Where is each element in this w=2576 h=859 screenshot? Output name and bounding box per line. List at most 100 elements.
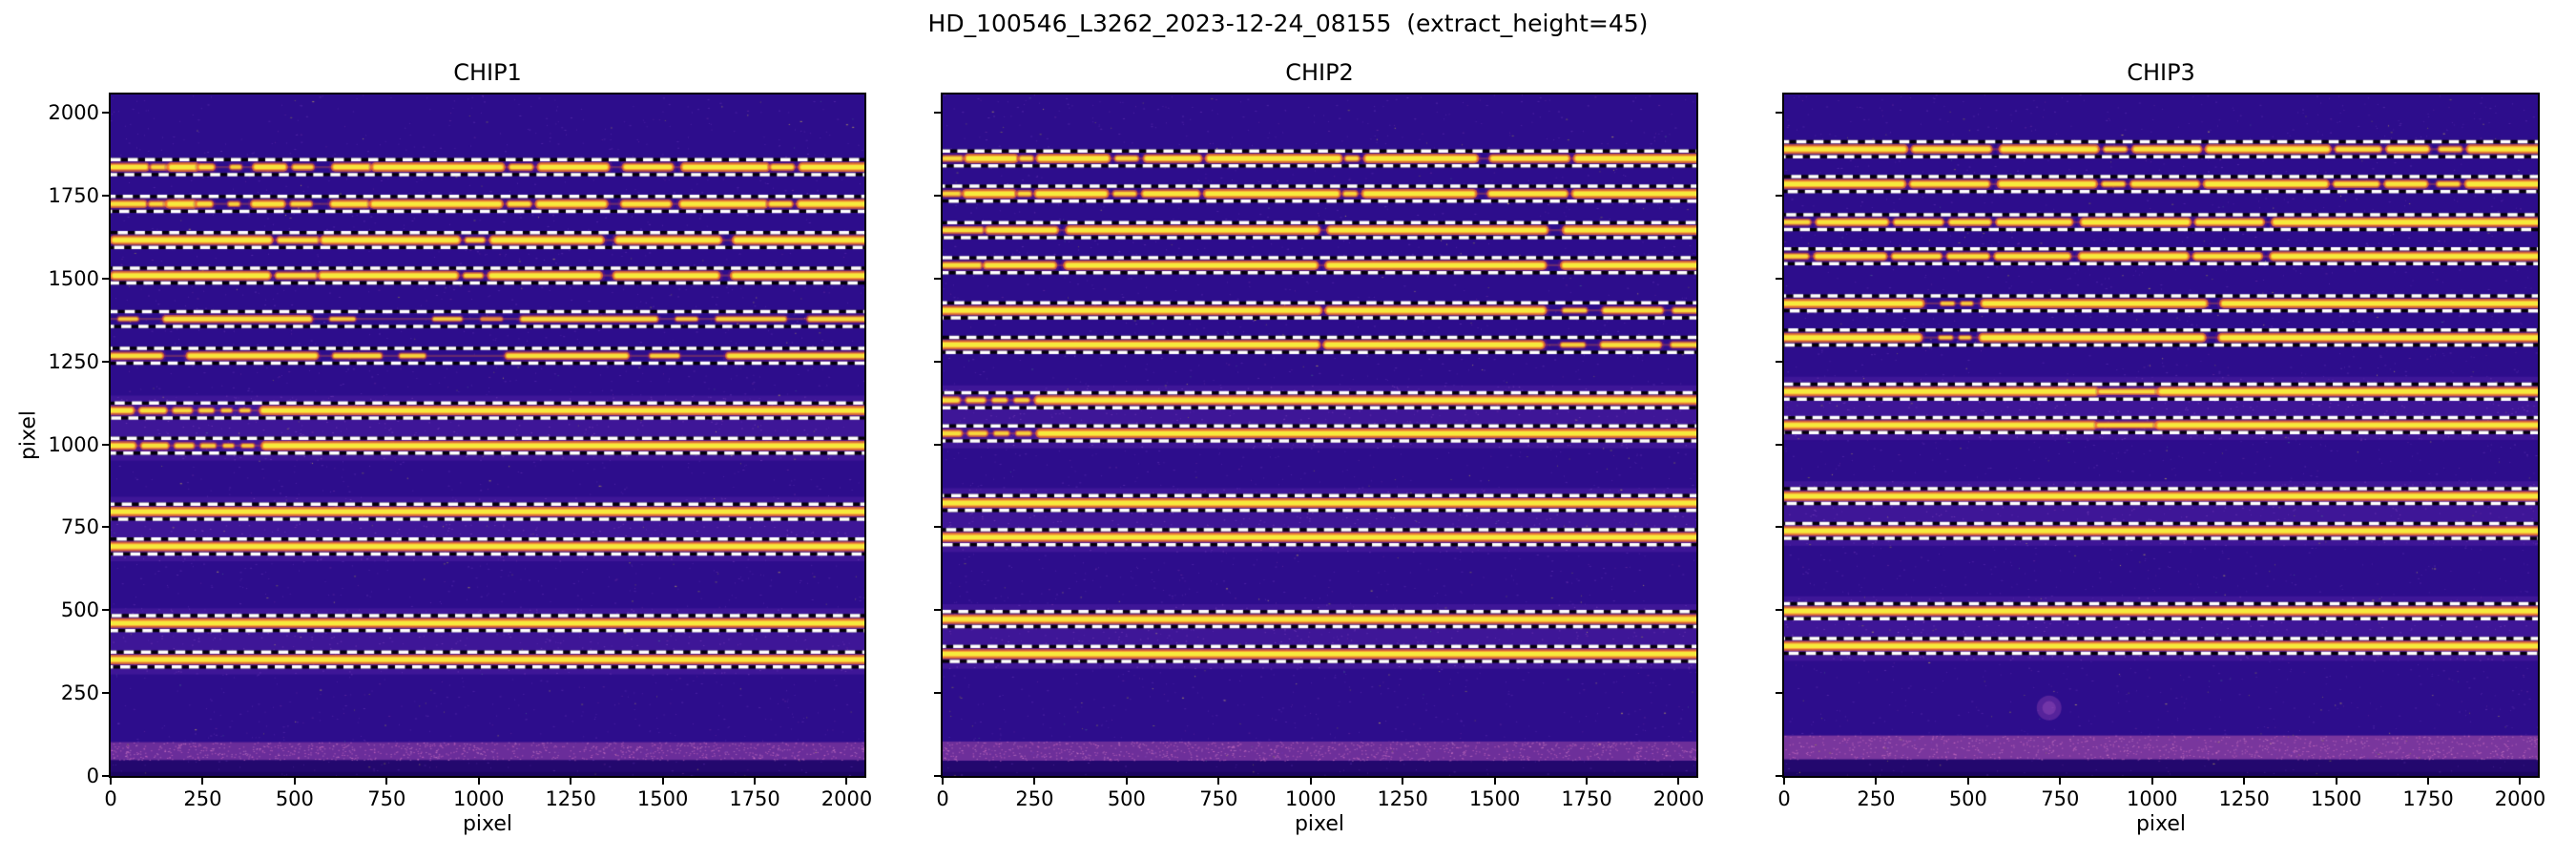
y-axis-tick-label: 2000 [48,101,99,125]
x-axis-tick [2519,776,2522,785]
y-axis-tick [102,609,111,612]
x-axis-tick [1402,776,1404,785]
chip1-axes: pixel 0 250 500 750 1000 1250 1500 1750 2000 0 250… [49,93,872,836]
y-axis-tick [1776,609,1784,612]
y-axis-tick [1776,526,1784,529]
x-axis-tick [477,776,480,785]
y-axis-tick [934,692,943,695]
chip1-title: CHIP1 [453,59,522,86]
x-axis-tick-label: 250 [1015,787,1054,810]
x-axis-tick-label: 500 [1948,787,1987,810]
chip3-x-axis-label: pixel [2135,812,2187,836]
y-axis-tick [1776,360,1784,363]
x-axis-tick [2335,776,2337,785]
x-axis-tick-label: 1250 [1377,787,1428,810]
y-axis-tick [934,526,943,529]
y-axis-tick [934,194,943,197]
x-axis-tick [293,776,296,785]
y-axis-tick [1776,692,1784,695]
x-axis-tick-label: 1500 [1468,787,1521,810]
x-axis-tick-label: 1500 [636,787,689,810]
x-axis-tick-label: 750 [1199,787,1238,810]
chip3-image [1784,94,2538,776]
y-axis-tick [1776,775,1784,777]
y-axis-tick [102,194,111,197]
x-axis-tick-label: 0 [936,787,949,810]
y-axis-tick [934,112,943,115]
x-axis-tick [2150,776,2153,785]
x-axis-tick [1875,776,1878,785]
x-axis-tick [2059,776,2062,785]
x-axis-tick-label: 1250 [545,787,596,810]
y-axis-tick [102,692,111,695]
x-axis-tick [1783,776,1785,785]
y-axis-tick [934,609,943,612]
chip1-x-axis-label: pixel [462,812,513,836]
chip3-axes: pixel 0 250 500 750 1000 1250 1500 1750 2000 [1776,93,2545,836]
x-axis-tick-label: 1500 [2310,787,2362,810]
x-axis-tick [1125,776,1128,785]
y-axis-tick-label: 1500 [48,266,99,290]
x-axis-tick [110,776,112,785]
x-axis-tick-label: 1750 [2402,787,2454,810]
x-axis-tick [1586,776,1589,785]
y-axis-tick-label: 750 [60,515,99,539]
y-axis-tick-label: 1750 [48,183,99,207]
chip3-title: CHIP3 [2127,59,2195,86]
y-axis-tick [1776,112,1784,115]
x-axis-tick [1966,776,1969,785]
chip2-x-axis-label: pixel [1294,812,1345,836]
y-axis-tick [102,277,111,280]
x-axis-tick [2427,776,2430,785]
y-axis-tick [102,526,111,529]
chip2-axes: pixel 0 250 500 750 1000 1250 1500 1750 2000 [934,93,1704,836]
x-axis-tick [1033,776,1036,785]
x-axis-tick-label: 1000 [453,787,505,810]
x-axis-tick-label: 1000 [1285,787,1337,810]
y-axis-tick [102,775,111,777]
x-axis-tick-label: 0 [104,787,117,810]
x-axis-tick-label: 1250 [2218,787,2270,810]
x-axis-tick-label: 750 [2041,787,2080,810]
figure-title: HD_100546_L3262_2023-12-24_08155 (extrac… [927,10,1649,37]
x-axis-tick [661,776,664,785]
x-axis-tick-label: 500 [1107,787,1146,810]
x-axis-tick [1677,776,1680,785]
x-axis-tick [754,776,757,785]
chip1-image [111,94,864,776]
chip2-image [943,94,1696,776]
x-axis-tick [201,776,204,785]
x-axis-tick-label: 2000 [1652,787,1705,810]
x-axis-tick [2243,776,2246,785]
y-axis-tick [1776,443,1784,446]
x-axis-tick [1217,776,1220,785]
y-axis-tick-label: 0 [86,765,99,787]
chip2-title: CHIP2 [1285,59,1354,86]
x-axis-tick-label: 250 [1857,787,1896,810]
x-axis-tick-label: 750 [367,787,406,810]
x-axis-tick-label: 2000 [821,787,873,810]
y-axis-tick [102,112,111,115]
x-axis-tick [570,776,572,785]
x-axis-tick-label: 500 [275,787,314,810]
y-axis-tick [102,360,111,363]
x-axis-tick-label: 1000 [2127,787,2178,810]
x-axis-tick [385,776,388,785]
x-axis-tick [1493,776,1496,785]
y-axis-tick-label: 1000 [48,432,99,456]
y-axis-tick [1776,277,1784,280]
y-axis-tick-label: 1250 [48,349,99,373]
y-axis-tick [102,443,111,446]
x-axis-tick-label: 0 [1777,787,1791,810]
y-axis-tick-label: 250 [60,681,99,705]
x-axis-tick-label: 2000 [2494,787,2546,810]
y-axis-tick-label: 500 [60,598,99,622]
x-axis-tick-label: 1750 [1561,787,1612,810]
x-axis-tick-label: 250 [183,787,222,810]
x-axis-tick [942,776,944,785]
x-axis-tick-label: 1750 [729,787,780,810]
x-axis-tick [845,776,848,785]
y-axis-tick [934,360,943,363]
x-axis-tick [1309,776,1312,785]
